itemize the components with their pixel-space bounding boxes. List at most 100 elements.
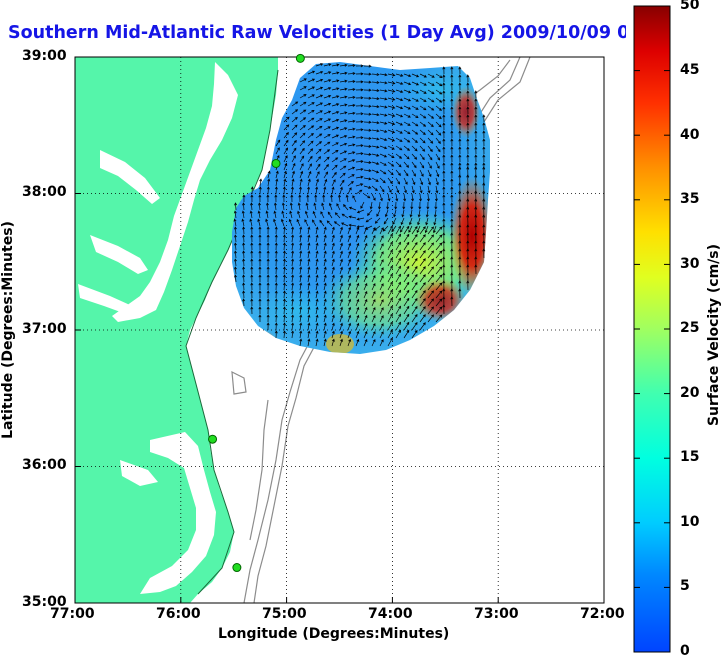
- velocity-arrow: [371, 145, 380, 149]
- y-tick-label: 37:00: [22, 321, 67, 337]
- velocity-arrow: [355, 189, 363, 195]
- velocity-arrow: [315, 234, 319, 243]
- velocity-arrow: [450, 66, 454, 75]
- velocity-arrow: [411, 193, 415, 202]
- velocity-arrow: [331, 87, 340, 91]
- velocity-arrow: [371, 185, 378, 192]
- velocity-arrow: [323, 250, 327, 259]
- velocity-arrow: [395, 225, 401, 235]
- velocity-arrow: [411, 177, 416, 186]
- velocity-arrow: [323, 149, 331, 155]
- velocity-arrow: [331, 274, 335, 283]
- velocity-arrow: [371, 235, 376, 243]
- velocity-arrow: [299, 147, 305, 155]
- velocity-arrow: [291, 314, 295, 323]
- velocity-arrow: [450, 256, 454, 267]
- velocity-arrow: [299, 155, 305, 163]
- velocity-arrow: [355, 266, 360, 275]
- velocity-arrow: [307, 250, 311, 259]
- velocity-arrow: [416, 225, 421, 234]
- velocity-arrow: [411, 73, 420, 78]
- velocity-arrow: [387, 97, 396, 101]
- colorbar-tick-label: 25: [680, 320, 700, 336]
- velocity-arrow: [273, 210, 277, 219]
- velocity-arrow: [363, 266, 368, 275]
- velocity-arrow: [347, 119, 356, 123]
- velocity-arrow: [355, 104, 364, 108]
- x-tick-label: 75:00: [262, 606, 307, 622]
- velocity-arrow: [395, 305, 401, 315]
- velocity-arrow: [339, 282, 343, 291]
- velocity-arrow: [395, 281, 401, 291]
- velocity-arrow: [266, 298, 270, 307]
- velocity-arrow: [474, 264, 478, 275]
- velocity-arrow: [427, 234, 434, 243]
- velocity-arrow: [267, 170, 271, 179]
- velocity-arrow: [347, 258, 352, 267]
- velocity-arrow: [267, 178, 271, 187]
- velocity-arrow: [450, 154, 454, 163]
- velocity-arrow: [323, 126, 331, 131]
- velocity-arrow: [435, 185, 439, 194]
- velocity-arrow: [281, 202, 285, 211]
- velocity-arrow: [435, 145, 441, 153]
- velocity-arrow: [331, 142, 339, 147]
- velocity-arrow: [387, 89, 396, 93]
- velocity-arrow: [323, 164, 329, 171]
- velocity-arrow: [323, 266, 327, 275]
- velocity-arrow: [442, 170, 446, 179]
- velocity-arrow: [427, 97, 435, 103]
- velocity-arrow: [347, 298, 352, 307]
- hf-radar-station-marker: [208, 434, 218, 444]
- velocity-arrow: [363, 120, 372, 124]
- velocity-arrow: [466, 122, 470, 131]
- velocity-arrow: [474, 114, 478, 123]
- velocity-arrow: [379, 291, 384, 299]
- velocity-arrow: [363, 152, 372, 156]
- velocity-arrow: [442, 202, 446, 211]
- velocity-arrow: [474, 248, 478, 259]
- velocity-arrow: [291, 258, 295, 267]
- velocity-arrow: [387, 321, 393, 331]
- velocity-arrow: [395, 145, 403, 151]
- velocity-arrow: [331, 258, 335, 267]
- map-title: Southern Mid-Atlantic Raw Velocities (1 …: [8, 23, 626, 43]
- velocity-arrow: [466, 224, 470, 235]
- velocity-arrow: [435, 105, 443, 111]
- velocity-arrow: [379, 283, 384, 291]
- velocity-arrow: [419, 185, 423, 194]
- velocity-arrow: [411, 145, 418, 152]
- velocity-arrow: [371, 97, 380, 101]
- velocity-arrow: [259, 178, 263, 187]
- velocity-arrow: [233, 210, 237, 219]
- velocity-arrow: [283, 116, 290, 123]
- velocity-arrow: [299, 94, 307, 99]
- velocity-arrow: [257, 218, 261, 227]
- velocity-arrow: [250, 194, 254, 203]
- velocity-arrow: [339, 119, 348, 123]
- velocity-arrow: [299, 322, 303, 331]
- velocity-arrow: [258, 186, 262, 195]
- velocity-arrow: [427, 258, 434, 267]
- velocity-arrow: [442, 130, 446, 139]
- velocity-arrow: [339, 79, 348, 83]
- velocity-arrow: [387, 313, 393, 323]
- velocity-arrow: [379, 89, 388, 93]
- velocity-arrow: [315, 125, 323, 131]
- velocity-arrow: [427, 169, 432, 178]
- velocity-arrow: [442, 90, 446, 99]
- velocity-arrow: [379, 323, 384, 331]
- velocity-arrow: [299, 274, 303, 283]
- velocity-arrow: [458, 98, 462, 107]
- velocity-arrow: [371, 307, 376, 315]
- velocity-arrow: [323, 79, 332, 83]
- velocity-arrow: [241, 210, 245, 219]
- coastline: [185, 69, 279, 595]
- velocity-arrow: [355, 226, 360, 235]
- velocity-arrow: [403, 105, 412, 110]
- velocity-arrow: [419, 242, 426, 251]
- velocity-arrow: [395, 105, 404, 110]
- velocity-arrow: [450, 264, 454, 275]
- velocity-arrow: [299, 250, 303, 259]
- velocity-arrow: [403, 321, 410, 331]
